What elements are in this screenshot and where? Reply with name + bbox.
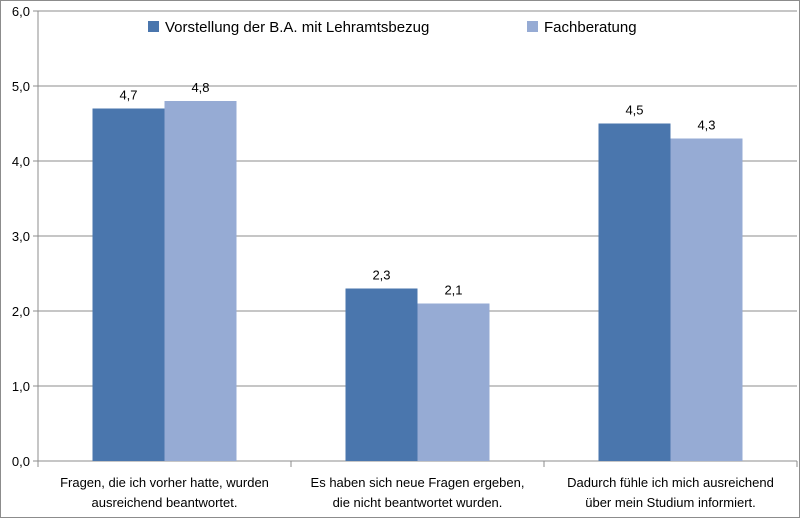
category-label: über mein Studium informiert. [585, 495, 756, 510]
data-label: 2,1 [444, 283, 462, 298]
y-tick-label: 4,0 [12, 154, 30, 169]
bar [417, 303, 490, 461]
y-tick-label: 0,0 [12, 454, 30, 469]
legend-label: Fachberatung [544, 19, 637, 36]
category-label: Es haben sich neue Fragen ergeben, [311, 475, 525, 490]
category-label: die nicht beantwortet wurden. [333, 495, 503, 510]
y-tick-label: 2,0 [12, 304, 30, 319]
data-label: 2,3 [372, 268, 390, 283]
data-label: 4,5 [625, 103, 643, 118]
data-label: 4,3 [697, 118, 715, 133]
category-label: ausreichend beantwortet. [92, 495, 238, 510]
bar [164, 101, 237, 461]
y-tick-label: 5,0 [12, 79, 30, 94]
y-tick-label: 1,0 [12, 379, 30, 394]
category-label: Fragen, die ich vorher hatte, wurden [60, 475, 269, 490]
bar [598, 123, 671, 461]
y-tick-label: 6,0 [12, 4, 30, 19]
legend-swatch [148, 21, 159, 32]
legend-label: Vorstellung der B.A. mit Lehramtsbezug [165, 19, 429, 36]
bar [92, 108, 165, 461]
data-label: 4,7 [119, 88, 137, 103]
category-label: Dadurch fühle ich mich ausreichend [567, 475, 774, 490]
legend-swatch [527, 21, 538, 32]
bar [345, 288, 418, 461]
data-label: 4,8 [191, 80, 209, 95]
bar [670, 138, 743, 461]
y-tick-label: 3,0 [12, 229, 30, 244]
